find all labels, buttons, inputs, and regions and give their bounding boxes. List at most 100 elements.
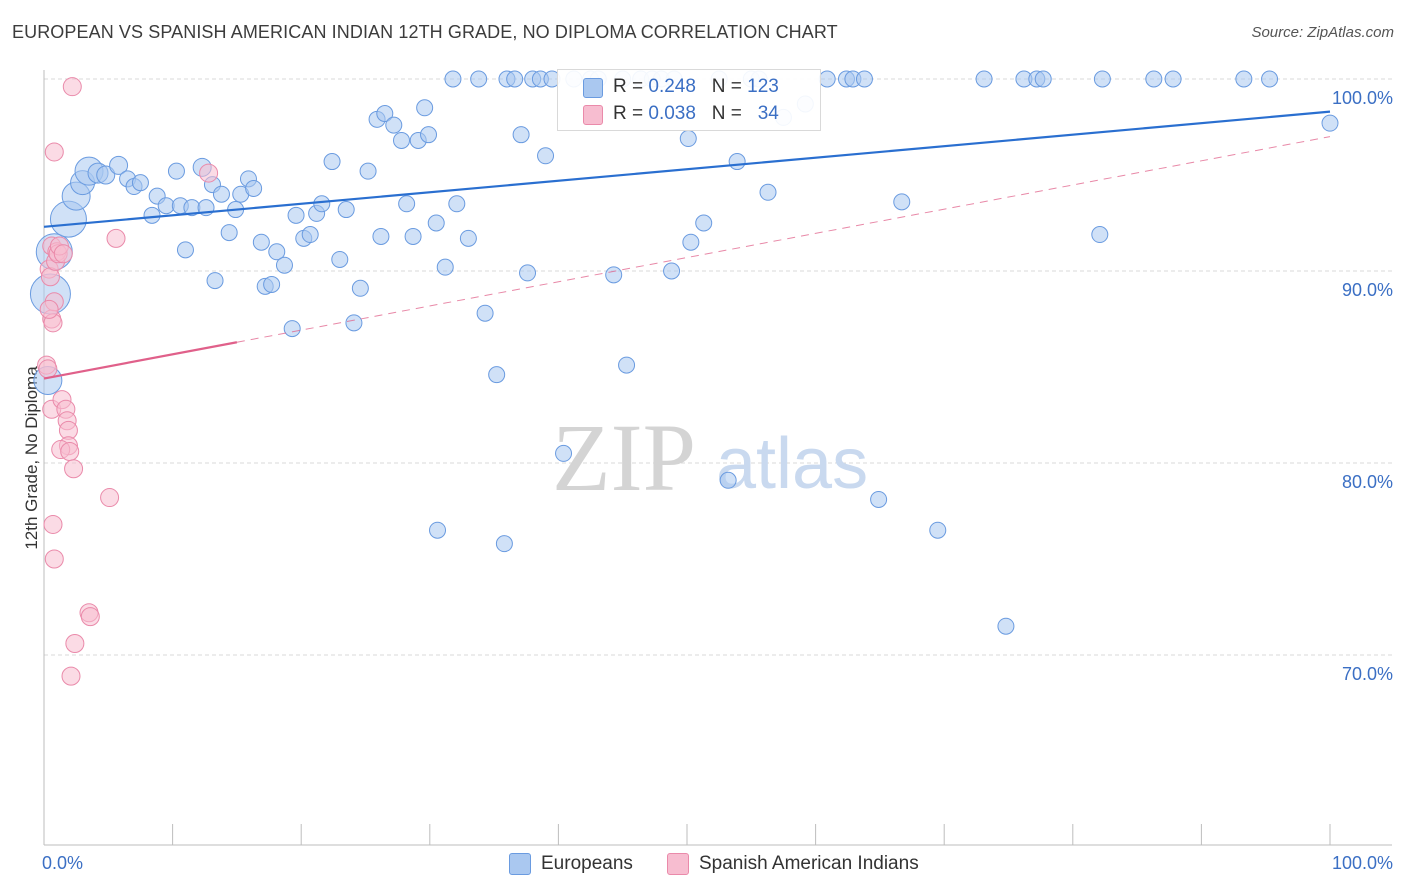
europeans-point-61	[459, 229, 477, 247]
europeans-point-102	[929, 521, 947, 539]
europeans-point-79	[618, 356, 636, 374]
europeans-point-52	[398, 195, 416, 213]
europeans-swatch	[583, 78, 603, 98]
europeans-point-77	[605, 266, 623, 284]
europeans-point-100	[870, 490, 888, 508]
europeans-trend-line	[43, 110, 1331, 228]
europeans-point-49	[376, 105, 394, 123]
y-tick-label-1: 90.0%	[1342, 280, 1393, 300]
stats-box: R = 0.248 N = 123 R = 0.038 N = 34	[557, 69, 821, 131]
europeans-point-23	[206, 272, 224, 290]
europeans-point-38	[301, 226, 319, 244]
europeans-point-111	[1164, 70, 1182, 88]
spanish-point-29	[61, 666, 81, 686]
europeans-point-64	[488, 366, 506, 384]
europeans-point-53	[404, 227, 422, 245]
europeans-point-103	[975, 70, 993, 88]
europeans-point-71	[537, 147, 555, 165]
europeans-point-108	[1091, 226, 1109, 244]
watermark: ZIP atlas	[552, 404, 868, 511]
spanish-point-21	[60, 441, 80, 461]
europeans-point-57	[427, 214, 445, 232]
spanish-trend-line-solid	[43, 341, 238, 380]
spanish-r-label: R =	[613, 103, 649, 124]
europeans-point-43	[337, 201, 355, 219]
spanish-point-28	[65, 633, 85, 653]
europeans-point-104	[997, 617, 1015, 635]
europeans-points	[29, 70, 1339, 635]
legend-europeans-swatch	[509, 853, 531, 875]
europeans-point-63	[476, 304, 494, 322]
spanish-point-12	[44, 142, 64, 162]
europeans-point-51	[393, 131, 411, 149]
europeans-point-115	[429, 521, 447, 539]
europeans-point-13	[143, 206, 161, 224]
europeans-r-value: 0.248	[648, 76, 696, 97]
europeans-point-89	[719, 471, 737, 489]
europeans-point-66	[506, 70, 524, 88]
europeans-point-40	[313, 195, 331, 213]
spanish-point-22	[64, 459, 84, 479]
spanish-trend-line-dashed	[236, 136, 1331, 343]
spanish-point-27	[80, 607, 100, 627]
europeans-point-48	[372, 227, 390, 245]
spanish-r-value: 0.038	[648, 103, 696, 124]
spanish-point-31	[199, 163, 219, 183]
europeans-point-60	[448, 195, 466, 213]
europeans-point-96	[818, 70, 836, 88]
europeans-point-62	[470, 70, 488, 88]
europeans-point-18	[176, 241, 194, 259]
europeans-point-59	[444, 70, 462, 88]
europeans-point-9	[109, 155, 129, 175]
legend-spanish-swatch	[667, 853, 689, 875]
europeans-point-109	[1093, 70, 1111, 88]
europeans-point-35	[283, 320, 301, 338]
europeans-point-15	[157, 197, 175, 215]
europeans-point-36	[287, 206, 305, 224]
chart-title: EUROPEAN VS SPANISH AMERICAN INDIAN 12TH…	[12, 22, 838, 42]
europeans-point-114	[1321, 114, 1339, 132]
europeans-point-85	[679, 130, 697, 148]
europeans-point-68	[519, 264, 537, 282]
europeans-point-107	[1034, 70, 1052, 88]
europeans-n-label: N =	[711, 76, 748, 97]
x-tick-label-max: 100.0%	[1332, 853, 1393, 873]
spanish-points	[37, 77, 219, 686]
watermark-zip: ZIP	[552, 404, 696, 511]
trend-lines	[43, 110, 1331, 380]
x-tick-label-min: 0.0%	[42, 853, 83, 873]
europeans-point-8	[96, 165, 116, 185]
legend-europeans-label: Europeans	[541, 853, 633, 874]
europeans-point-116	[495, 535, 513, 553]
europeans-point-44	[345, 314, 363, 332]
europeans-point-67	[512, 126, 530, 144]
europeans-point-33	[268, 243, 286, 261]
europeans-point-45	[351, 279, 369, 297]
spanish-point-33	[39, 299, 59, 319]
axes	[43, 70, 1392, 846]
spanish-point-30	[106, 228, 126, 248]
legend-spanish-label: Spanish American Indians	[699, 853, 919, 874]
europeans-point-93	[759, 183, 777, 201]
y-tick-label-0: 100.0%	[1332, 88, 1393, 108]
europeans-point-112	[1235, 70, 1253, 88]
europeans-point-56	[420, 126, 438, 144]
spanish-point-1	[38, 359, 58, 379]
europeans-point-42	[331, 250, 349, 268]
watermark-atlas: atlas	[716, 424, 868, 504]
europeans-point-87	[695, 214, 713, 232]
spanish-n-value: 34	[757, 103, 779, 124]
europeans-point-99	[855, 70, 873, 88]
europeans-point-12	[131, 174, 149, 192]
europeans-point-58	[436, 258, 454, 276]
tick-labels: 100.0% 90.0% 80.0% 70.0% 0.0% 100.0%	[42, 88, 1393, 873]
europeans-point-29	[245, 179, 263, 197]
europeans-point-55	[416, 99, 434, 117]
spanish-point-25	[44, 549, 64, 569]
y-tick-label-2: 80.0%	[1342, 472, 1393, 492]
europeans-point-113	[1261, 70, 1279, 88]
spanish-point-23	[100, 488, 120, 508]
europeans-point-83	[663, 262, 681, 280]
spanish-n-label: N =	[711, 103, 748, 124]
